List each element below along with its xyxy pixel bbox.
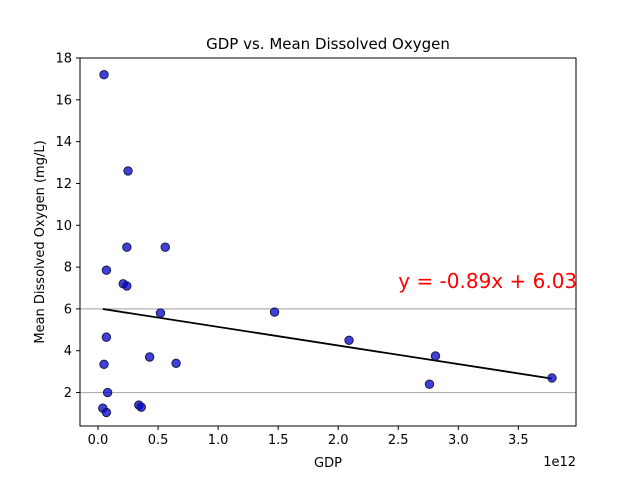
data-point-1 xyxy=(123,166,133,176)
data-point-10 xyxy=(344,335,354,345)
data-point-7 xyxy=(155,308,166,318)
x-tick-label-2: 1.0 xyxy=(208,433,229,448)
data-point-6 xyxy=(122,281,132,291)
x-tick-label-6: 3.0 xyxy=(448,433,469,448)
y-tick-label-5: 12 xyxy=(55,177,72,192)
data-points xyxy=(98,70,557,418)
data-point-13 xyxy=(99,359,109,370)
y-tick-label-4: 10 xyxy=(55,219,72,234)
x-axis-label: GDP xyxy=(314,456,342,471)
y-axis-ticks: 2 4 6 8 10 12 14 16 18 xyxy=(55,52,80,401)
x-tick-label-5: 2.5 xyxy=(388,433,409,448)
y-tick-label-1: 4 xyxy=(64,344,72,359)
data-point-17 xyxy=(102,387,113,398)
y-tick-label-8: 18 xyxy=(55,52,72,67)
data-point-15 xyxy=(424,379,435,389)
y-tick-label-3: 8 xyxy=(64,261,72,276)
data-point-16 xyxy=(547,373,557,383)
data-point-8 xyxy=(269,307,280,317)
reference-lines xyxy=(80,308,576,394)
data-point-14 xyxy=(171,358,181,368)
x-tick-label-3: 1.5 xyxy=(268,433,289,448)
regression-line xyxy=(102,308,553,380)
x-tick-label-7: 3.5 xyxy=(508,433,529,448)
x-axis-offset-label: 1e12 xyxy=(543,455,576,470)
x-tick-label-0: 0.0 xyxy=(88,433,109,448)
plot-frame xyxy=(79,57,577,427)
data-point-9 xyxy=(101,332,112,342)
data-point-4 xyxy=(101,265,112,275)
data-point-19 xyxy=(136,402,146,412)
regression-line-group xyxy=(102,308,553,380)
x-tick-label-4: 2.0 xyxy=(328,433,349,448)
data-point-21 xyxy=(101,407,112,418)
chart-title: GDP vs. Mean Dissolved Oxygen xyxy=(206,35,450,53)
x-tick-label-1: 0.5 xyxy=(148,433,169,448)
data-point-0 xyxy=(99,70,109,80)
data-point-3 xyxy=(160,242,170,252)
y-axis-label: Mean Dissolved Oxygen (mg/L) xyxy=(33,140,48,343)
data-point-2 xyxy=(122,242,132,252)
data-point-11 xyxy=(430,351,441,361)
y-tick-label-0: 2 xyxy=(64,386,72,401)
x-axis-ticks: 0.0 0.5 1.0 1.5 2.0 2.5 3.0 3.5 xyxy=(88,426,529,448)
y-tick-label-6: 14 xyxy=(55,135,72,150)
data-point-12 xyxy=(144,352,155,362)
y-tick-label-2: 6 xyxy=(64,302,72,317)
y-tick-label-7: 16 xyxy=(55,93,72,108)
regression-equation-label: y = -0.89x + 6.03 xyxy=(398,269,577,293)
